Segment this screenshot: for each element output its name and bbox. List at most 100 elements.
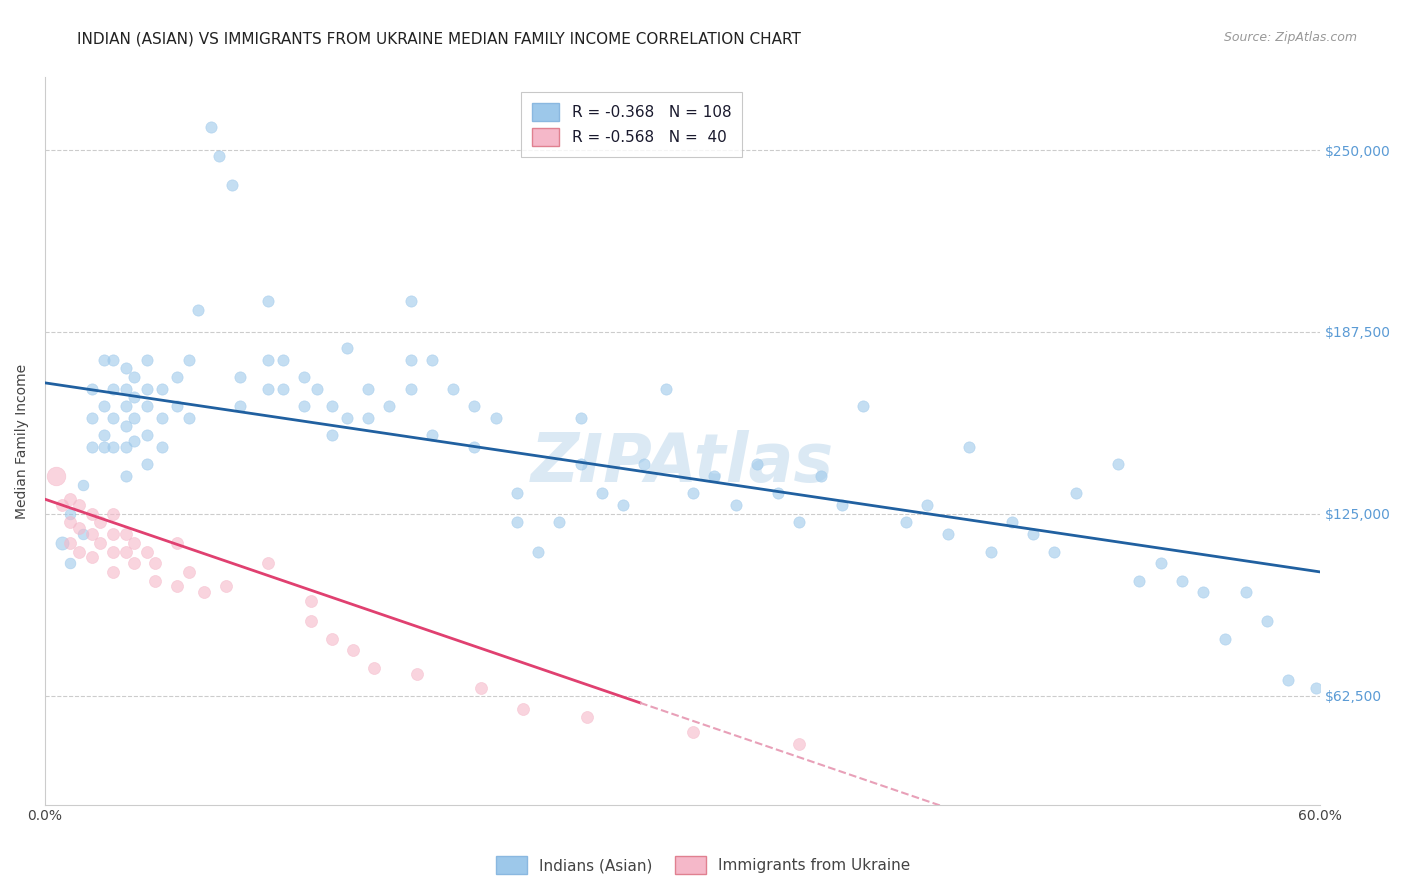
Point	[114, 382, 136, 396]
Point	[67, 521, 90, 535]
Point	[122, 410, 145, 425]
Point	[271, 382, 294, 396]
Point	[114, 399, 136, 413]
Point	[208, 149, 231, 163]
Point	[292, 399, 315, 413]
Point	[936, 527, 959, 541]
Point	[321, 428, 343, 442]
Point	[187, 303, 209, 318]
Point	[101, 565, 124, 579]
Point	[59, 492, 82, 507]
Point	[357, 410, 380, 425]
Point	[633, 458, 655, 472]
Point	[45, 469, 67, 483]
Point	[406, 666, 429, 681]
Point	[136, 352, 159, 367]
Point	[470, 681, 492, 696]
Point	[150, 410, 173, 425]
Point	[357, 382, 380, 396]
Point	[321, 632, 343, 646]
Point	[363, 661, 385, 675]
Point	[101, 507, 124, 521]
Point	[59, 507, 82, 521]
Point	[93, 440, 115, 454]
Point	[1128, 574, 1150, 588]
Point	[575, 710, 598, 724]
Point	[101, 527, 124, 541]
Point	[145, 574, 167, 588]
Point	[257, 352, 280, 367]
Point	[257, 382, 280, 396]
Point	[136, 399, 159, 413]
Point	[166, 536, 188, 550]
Point	[136, 544, 159, 558]
Point	[257, 556, 280, 570]
Point	[1256, 615, 1278, 629]
Point	[80, 507, 103, 521]
Point	[463, 399, 485, 413]
Point	[101, 544, 124, 558]
Point	[114, 419, 136, 434]
Point	[179, 565, 201, 579]
Legend: Indians (Asian), Immigrants from Ukraine: Indians (Asian), Immigrants from Ukraine	[489, 850, 917, 880]
Point	[114, 440, 136, 454]
Point	[336, 410, 359, 425]
Point	[80, 550, 103, 565]
Point	[789, 737, 811, 751]
Point	[299, 594, 322, 608]
Point	[1213, 632, 1236, 646]
Text: INDIAN (ASIAN) VS IMMIGRANTS FROM UKRAINE MEDIAN FAMILY INCOME CORRELATION CHART: INDIAN (ASIAN) VS IMMIGRANTS FROM UKRAIN…	[77, 31, 801, 46]
Point	[441, 382, 464, 396]
Point	[810, 469, 832, 483]
Point	[1001, 516, 1024, 530]
Point	[682, 486, 704, 500]
Point	[166, 579, 188, 593]
Point	[145, 556, 167, 570]
Point	[179, 410, 201, 425]
Point	[342, 643, 364, 657]
Point	[399, 382, 422, 396]
Point	[51, 536, 73, 550]
Point	[336, 341, 359, 355]
Point	[299, 615, 322, 629]
Point	[80, 410, 103, 425]
Point	[200, 41, 222, 55]
Point	[463, 440, 485, 454]
Point	[93, 399, 115, 413]
Point	[101, 382, 124, 396]
Y-axis label: Median Family Income: Median Family Income	[15, 363, 30, 518]
Point	[136, 428, 159, 442]
Point	[420, 352, 443, 367]
Point	[271, 352, 294, 367]
Point	[399, 294, 422, 309]
Point	[292, 370, 315, 384]
Point	[378, 399, 401, 413]
Point	[591, 486, 613, 500]
Point	[852, 399, 875, 413]
Point	[612, 498, 634, 512]
Point	[59, 556, 82, 570]
Point	[1234, 585, 1257, 599]
Point	[682, 725, 704, 739]
Point	[321, 399, 343, 413]
Point	[72, 477, 94, 491]
Legend: R = -0.368   N = 108, R = -0.568   N =  40: R = -0.368 N = 108, R = -0.568 N = 40	[522, 93, 742, 157]
Point	[51, 498, 73, 512]
Point	[114, 527, 136, 541]
Point	[257, 294, 280, 309]
Point	[200, 120, 222, 134]
Point	[512, 701, 534, 715]
Point	[229, 399, 252, 413]
Point	[89, 536, 111, 550]
Point	[766, 486, 789, 500]
Point	[101, 352, 124, 367]
Point	[114, 544, 136, 558]
Point	[150, 382, 173, 396]
Point	[1171, 574, 1194, 588]
Point	[420, 428, 443, 442]
Point	[506, 486, 529, 500]
Point	[67, 498, 90, 512]
Point	[1043, 544, 1066, 558]
Point	[59, 516, 82, 530]
Point	[484, 410, 506, 425]
